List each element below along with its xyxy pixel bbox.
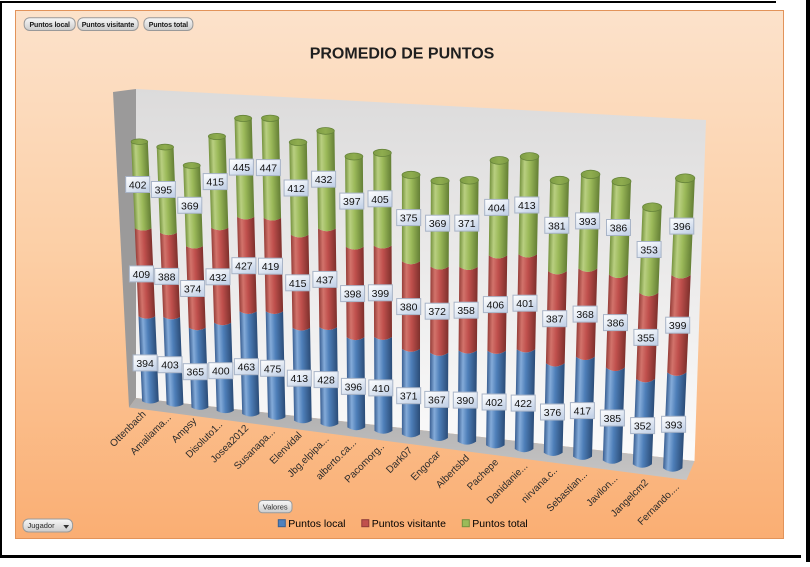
svg-text:372: 372 (428, 306, 446, 318)
svg-text:353: 353 (640, 245, 658, 257)
svg-text:412: 412 (287, 183, 305, 195)
svg-text:371: 371 (458, 218, 476, 230)
svg-text:475: 475 (264, 363, 282, 375)
svg-text:402: 402 (485, 397, 503, 409)
svg-text:398: 398 (344, 289, 362, 301)
svg-text:369: 369 (429, 218, 447, 230)
svg-text:445: 445 (233, 162, 251, 174)
svg-text:404: 404 (488, 202, 506, 214)
svg-text:432: 432 (209, 272, 227, 284)
svg-text:396: 396 (673, 221, 691, 233)
svg-text:369: 369 (181, 200, 199, 212)
svg-text:386: 386 (607, 318, 625, 330)
svg-text:394: 394 (136, 358, 154, 370)
svg-text:352: 352 (634, 421, 652, 433)
svg-text:Puntos visitante: Puntos visitante (82, 22, 135, 29)
svg-text:Puntos total: Puntos total (149, 22, 188, 29)
svg-text:376: 376 (544, 407, 562, 419)
svg-text:422: 422 (514, 398, 532, 410)
svg-text:406: 406 (487, 300, 505, 312)
svg-text:387: 387 (546, 314, 564, 326)
svg-text:Puntos local: Puntos local (288, 518, 345, 530)
svg-text:409: 409 (133, 269, 151, 281)
svg-text:399: 399 (669, 320, 687, 332)
svg-text:413: 413 (291, 373, 309, 385)
svg-text:401: 401 (516, 298, 534, 310)
svg-text:415: 415 (289, 278, 307, 290)
svg-text:365: 365 (187, 367, 205, 379)
svg-text:428: 428 (317, 375, 335, 387)
svg-text:437: 437 (316, 274, 334, 286)
svg-text:380: 380 (400, 302, 418, 314)
svg-text:419: 419 (262, 261, 280, 273)
svg-text:Puntos total: Puntos total (472, 518, 527, 530)
svg-text:367: 367 (428, 394, 446, 406)
svg-text:355: 355 (637, 332, 655, 344)
svg-text:Puntos local: Puntos local (29, 22, 70, 29)
svg-text:381: 381 (548, 220, 566, 232)
svg-text:417: 417 (574, 406, 592, 418)
svg-text:396: 396 (345, 381, 363, 393)
svg-text:Jugador: Jugador (28, 521, 56, 530)
svg-text:399: 399 (372, 288, 390, 300)
svg-text:403: 403 (161, 360, 179, 372)
svg-text:371: 371 (400, 391, 418, 403)
svg-text:463: 463 (238, 362, 256, 374)
svg-text:386: 386 (610, 223, 628, 235)
svg-text:393: 393 (665, 419, 683, 431)
svg-text:Valores: Valores (263, 503, 288, 512)
svg-text:415: 415 (206, 177, 224, 189)
svg-text:400: 400 (212, 366, 230, 378)
svg-text:358: 358 (457, 305, 475, 317)
svg-text:375: 375 (400, 213, 418, 225)
svg-text:402: 402 (129, 180, 147, 192)
svg-text:397: 397 (343, 196, 361, 208)
svg-text:410: 410 (372, 383, 390, 395)
svg-text:385: 385 (604, 413, 622, 425)
svg-text:Puntos visitante: Puntos visitante (372, 518, 446, 530)
svg-text:413: 413 (518, 200, 536, 212)
svg-text:393: 393 (579, 216, 597, 228)
svg-text:374: 374 (184, 284, 202, 296)
svg-text:PROMEDIO DE PUNTOS: PROMEDIO DE PUNTOS (310, 46, 495, 63)
svg-text:395: 395 (155, 185, 173, 197)
svg-text:405: 405 (371, 194, 389, 206)
svg-text:447: 447 (260, 163, 278, 175)
svg-text:427: 427 (235, 261, 253, 273)
svg-text:368: 368 (576, 309, 594, 321)
svg-text:388: 388 (158, 271, 176, 283)
svg-text:432: 432 (315, 174, 333, 186)
svg-text:390: 390 (457, 395, 475, 407)
